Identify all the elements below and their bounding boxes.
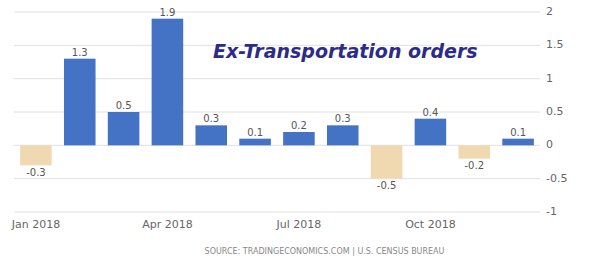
grid xyxy=(14,12,540,212)
data-label: 1.3 xyxy=(72,47,88,58)
bar xyxy=(20,145,52,165)
grid-line xyxy=(14,178,540,179)
data-label: 0.3 xyxy=(335,113,351,124)
bar xyxy=(152,19,184,146)
bar xyxy=(64,59,96,146)
y-tick-label: -1 xyxy=(546,205,557,218)
bar xyxy=(458,145,490,158)
y-tick-label: 0 xyxy=(546,138,553,151)
bar xyxy=(108,112,140,145)
grid-line xyxy=(14,212,540,213)
y-tick-label: 1 xyxy=(546,72,553,85)
y-tick-label: -0.5 xyxy=(546,172,567,185)
y-tick-label: 0.5 xyxy=(546,105,564,118)
chart-svg: -1 -0.5 0 0.5 1 1.5 2 -0.3 1.3 0.5 1.9 0.3 0.1 0.2 0.3… xyxy=(0,0,590,260)
x-tick-label: Jan 2018 xyxy=(11,218,60,231)
bar xyxy=(195,125,227,145)
data-label: 0.5 xyxy=(116,100,132,111)
bar xyxy=(283,132,315,145)
data-label: 1.9 xyxy=(159,7,175,18)
data-label: 0.3 xyxy=(203,113,219,124)
y-tick-label: 1.5 xyxy=(546,38,564,51)
data-label: 0.2 xyxy=(291,120,307,131)
bar xyxy=(327,125,359,145)
x-tick-label: Oct 2018 xyxy=(405,218,456,231)
title: Ex-Transportation orders xyxy=(213,40,478,62)
data-label: -0.5 xyxy=(377,180,397,191)
bar xyxy=(239,139,271,146)
y-tick-label: 2 xyxy=(546,5,553,18)
bar xyxy=(415,119,447,146)
grid-line xyxy=(14,12,540,13)
source-note: SOURCE: TRADINGECONOMICS.COM | U.S. CENS… xyxy=(205,247,445,256)
data-label: 0.4 xyxy=(422,107,438,118)
data-label: -0.3 xyxy=(26,167,46,178)
data-label: -0.2 xyxy=(464,160,484,171)
data-label: 0.1 xyxy=(247,127,263,138)
x-tick-label: Apr 2018 xyxy=(142,218,193,231)
x-tick-label: Jul 2018 xyxy=(276,218,322,231)
data-label: 0.1 xyxy=(510,127,526,138)
chart-container: -1 -0.5 0 0.5 1 1.5 2 -0.3 1.3 0.5 1.9 0.3 0.1 0.2 0.3… xyxy=(0,0,590,260)
bar xyxy=(502,139,534,146)
bar xyxy=(371,145,403,178)
bars xyxy=(20,19,534,179)
